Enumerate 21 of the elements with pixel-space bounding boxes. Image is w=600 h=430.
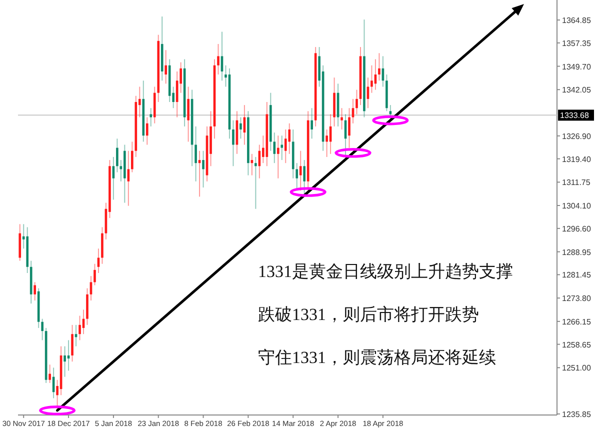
annotation: 守住1331，则震荡格局还将延续 [258, 348, 496, 367]
y-tick-label: 1304.10 [562, 202, 592, 211]
y-tick-label: 1281.45 [562, 270, 592, 280]
y-tick-label: 1296.60 [562, 224, 592, 234]
y-tick-label: 1258.65 [562, 340, 592, 350]
annotation: 跌破1331，则后市将打开跌势 [258, 305, 479, 324]
y-tick-label: 1326.90 [562, 132, 592, 141]
annotation: 1331是黄金日线级别上升趋势支撑 [258, 262, 513, 281]
y-tick-label: 1364.85 [562, 16, 592, 25]
y-tick-label: 1266.15 [562, 317, 592, 326]
ref-label: 1333.68 [558, 110, 594, 121]
y-tick-label: 1342.05 [562, 86, 592, 95]
y-tick-label: 1288.95 [562, 248, 592, 257]
y-tick-label: 1319.40 [562, 154, 592, 164]
y-tick-label: 1311.75 [562, 178, 591, 188]
y-tick-label: 1357.35 [562, 38, 592, 48]
y-tick-label: 1349.70 [562, 62, 592, 72]
y-tick-label: 1273.80 [562, 294, 592, 304]
ref-line-label: 1333.68 [560, 111, 590, 120]
y-tick-label: 1235.85 [562, 410, 592, 419]
y-tick-label: 1251.00 [562, 364, 592, 373]
